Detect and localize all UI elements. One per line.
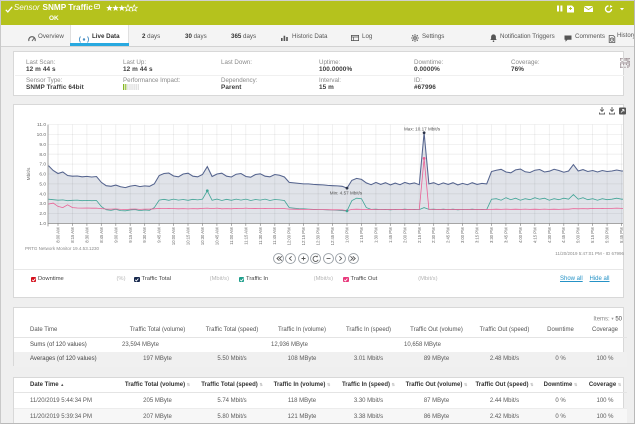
svg-text:12:45 PM: 12:45 PM: [330, 227, 335, 245]
svg-text:8.0: 8.0: [39, 152, 46, 158]
svg-text:6.0: 6.0: [39, 172, 46, 178]
svg-text:10.0: 10.0: [37, 132, 47, 138]
svg-text:9:30 AM: 9:30 AM: [142, 227, 147, 243]
svg-text:2:00 PM: 2:00 PM: [402, 227, 407, 243]
svg-text:9:45 AM: 9:45 AM: [157, 227, 162, 243]
svg-text:3:45 PM: 3:45 PM: [503, 227, 508, 243]
svg-text:5:00 PM: 5:00 PM: [576, 227, 581, 243]
svg-text:9:15 AM: 9:15 AM: [128, 227, 133, 243]
svg-text:5.0: 5.0: [39, 182, 46, 188]
svg-text:11.0: 11.0: [37, 122, 46, 128]
svg-text:10:30 AM: 10:30 AM: [200, 227, 205, 245]
svg-text:1:30 PM: 1:30 PM: [373, 227, 378, 243]
svg-text:10:15 AM: 10:15 AM: [186, 227, 191, 245]
svg-text:Max: 10.17 Mbit/s: Max: 10.17 Mbit/s: [404, 127, 441, 132]
svg-text:11:00 AM: 11:00 AM: [229, 227, 234, 245]
svg-text:11:30 AM: 11:30 AM: [258, 227, 263, 245]
svg-text:4:00 PM: 4:00 PM: [518, 227, 523, 243]
svg-text:1:15 PM: 1:15 PM: [359, 227, 364, 243]
svg-text:2:30 PM: 2:30 PM: [431, 227, 436, 243]
svg-text:2:45 PM: 2:45 PM: [446, 227, 451, 243]
svg-text:9:00 AM: 9:00 AM: [113, 227, 118, 243]
svg-text:5:45 PM: 5:45 PM: [619, 227, 624, 243]
svg-text:3:15 PM: 3:15 PM: [475, 227, 480, 243]
svg-text:8:00 AM: 8:00 AM: [56, 227, 61, 243]
svg-text:3.0: 3.0: [39, 201, 46, 207]
svg-text:7.0: 7.0: [39, 162, 46, 168]
svg-text:12:15 PM: 12:15 PM: [301, 227, 306, 245]
svg-text:8:45 AM: 8:45 AM: [99, 227, 104, 243]
svg-text:4:30 PM: 4:30 PM: [547, 227, 552, 243]
svg-text:8:15 AM: 8:15 AM: [70, 227, 75, 243]
svg-text:9.0: 9.0: [39, 142, 46, 148]
svg-text:5:30 PM: 5:30 PM: [605, 227, 610, 243]
svg-text:4.0: 4.0: [39, 191, 46, 197]
svg-text:11:15 AM: 11:15 AM: [243, 227, 248, 245]
svg-text:2.0: 2.0: [39, 211, 46, 217]
svg-text:Mbit/s: Mbit/s: [26, 167, 32, 180]
svg-text:2:15 PM: 2:15 PM: [417, 227, 422, 243]
svg-text:1.0: 1.0: [39, 221, 46, 227]
svg-text:12:30 PM: 12:30 PM: [316, 227, 321, 245]
svg-text:11:45 AM: 11:45 AM: [272, 227, 277, 245]
svg-text:10:45 AM: 10:45 AM: [214, 227, 219, 245]
svg-text:12:00 PM: 12:00 PM: [287, 227, 292, 245]
svg-text:10:00 AM: 10:00 AM: [171, 227, 176, 245]
svg-text:3:00 PM: 3:00 PM: [460, 227, 465, 243]
svg-text:Min: 4.57 Mbit/s: Min: 4.57 Mbit/s: [330, 190, 363, 195]
svg-text:3:30 PM: 3:30 PM: [489, 227, 494, 243]
svg-text:1:45 PM: 1:45 PM: [388, 227, 393, 243]
svg-text:1:00 PM: 1:00 PM: [345, 227, 350, 243]
svg-text:4:45 PM: 4:45 PM: [561, 227, 566, 243]
svg-text:8:30 AM: 8:30 AM: [84, 227, 89, 243]
svg-text:4:15 PM: 4:15 PM: [532, 227, 537, 243]
svg-text:5:15 PM: 5:15 PM: [590, 227, 595, 243]
